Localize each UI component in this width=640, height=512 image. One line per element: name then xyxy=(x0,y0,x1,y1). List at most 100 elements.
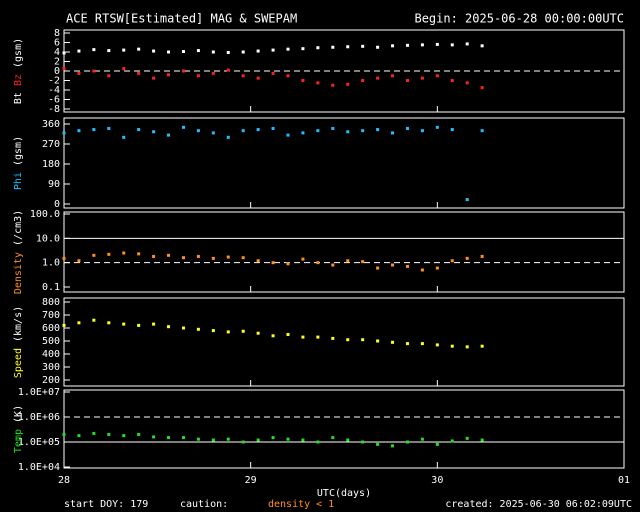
data-point xyxy=(256,331,260,335)
data-point xyxy=(167,253,171,257)
data-point xyxy=(420,268,424,272)
data-point xyxy=(346,438,350,442)
data-point xyxy=(152,76,156,80)
data-point xyxy=(92,431,96,435)
y-tick-label: 700 xyxy=(42,310,60,321)
y-axis-unit: (K) xyxy=(13,405,24,423)
data-point xyxy=(391,74,395,78)
data-point xyxy=(435,125,439,129)
data-point xyxy=(271,126,275,130)
caution-note: density < 1 xyxy=(268,499,334,510)
data-point xyxy=(480,86,484,90)
data-point xyxy=(465,256,469,260)
y-axis-title: Bt Bz (gsm) xyxy=(13,38,24,104)
data-point xyxy=(376,339,380,343)
y-tick-label: -6 xyxy=(48,95,60,106)
data-point xyxy=(286,262,290,266)
data-point xyxy=(62,51,66,55)
y-tick-label: 0 xyxy=(54,66,60,77)
data-point xyxy=(107,126,111,130)
legend-entry: Bt xyxy=(13,92,24,104)
data-point xyxy=(226,330,230,334)
data-point xyxy=(181,50,185,54)
y-tick-label: 180 xyxy=(42,159,60,170)
y-tick-label: 360 xyxy=(42,119,60,130)
chart-title: ACE RTSW[Estimated] MAG & SWEPAM xyxy=(66,12,297,26)
y-tick-label: 100.0 xyxy=(30,209,60,220)
data-point xyxy=(152,254,156,258)
data-point xyxy=(211,329,215,333)
data-point xyxy=(420,129,424,133)
panel-frame xyxy=(63,389,625,469)
caution: caution: xyxy=(180,499,228,510)
data-point xyxy=(196,437,200,441)
data-point xyxy=(465,198,469,202)
data-point xyxy=(450,259,454,263)
data-point xyxy=(465,81,469,85)
data-point xyxy=(152,49,156,53)
data-point xyxy=(226,68,230,72)
data-point xyxy=(122,135,126,139)
data-point xyxy=(376,128,380,132)
data-point xyxy=(167,436,171,440)
data-point xyxy=(391,340,395,344)
panel-frame xyxy=(63,297,625,387)
y-tick-label: 6 xyxy=(54,38,60,49)
data-point xyxy=(271,261,275,265)
y-tick-label: 90 xyxy=(48,179,60,190)
y-axis-unit: (gsm) xyxy=(13,136,24,166)
y-tick-label: 270 xyxy=(42,139,60,150)
data-point xyxy=(256,128,260,132)
data-point xyxy=(435,42,439,46)
data-point xyxy=(346,130,350,134)
data-point xyxy=(361,260,365,264)
data-point xyxy=(316,335,320,339)
data-point xyxy=(122,434,126,438)
data-point xyxy=(181,326,185,330)
data-point xyxy=(167,73,171,77)
data-point xyxy=(376,76,380,80)
data-point xyxy=(450,344,454,348)
data-point xyxy=(137,71,141,75)
data-point xyxy=(241,440,245,444)
data-point xyxy=(331,45,335,49)
data-point xyxy=(107,432,111,436)
data-point xyxy=(181,436,185,440)
data-point xyxy=(361,440,365,444)
data-point xyxy=(167,325,171,329)
data-point xyxy=(331,263,335,267)
data-point xyxy=(420,437,424,441)
data-point xyxy=(301,47,305,51)
data-point xyxy=(286,133,290,137)
y-tick-label: -2 xyxy=(48,76,60,87)
legend-entry: Speed xyxy=(13,348,24,378)
data-point xyxy=(301,79,305,82)
y-tick-label: 4 xyxy=(54,47,60,58)
data-point xyxy=(122,67,126,71)
data-point xyxy=(465,436,469,440)
y-axis-title: Temp (K) xyxy=(13,405,24,453)
data-point xyxy=(391,44,395,48)
data-point xyxy=(361,79,365,82)
data-point xyxy=(122,322,126,326)
data-point xyxy=(152,322,156,326)
data-point xyxy=(450,43,454,47)
data-point xyxy=(92,253,96,257)
start-doy: start DOY: 179 xyxy=(64,499,148,510)
data-point xyxy=(62,67,66,71)
y-tick-label: -4 xyxy=(48,85,60,96)
data-point xyxy=(361,44,365,48)
data-point xyxy=(420,76,424,80)
data-point xyxy=(77,129,81,133)
y-tick-label: 0.1 xyxy=(42,282,60,293)
data-point xyxy=(450,128,454,132)
x-tick-label: 01 xyxy=(618,475,630,486)
data-point xyxy=(77,49,81,53)
data-point xyxy=(435,74,439,78)
data-point xyxy=(271,71,275,75)
y-tick-label: 1.0E+07 xyxy=(18,387,60,398)
data-point xyxy=(196,327,200,331)
data-point xyxy=(181,256,185,260)
data-point xyxy=(241,74,245,78)
data-point xyxy=(405,126,409,130)
